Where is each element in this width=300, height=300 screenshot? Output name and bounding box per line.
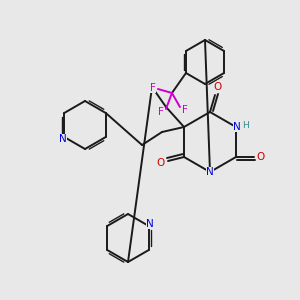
- Text: N: N: [146, 219, 154, 229]
- Text: F: F: [150, 83, 156, 93]
- Text: N: N: [233, 122, 241, 132]
- Text: O: O: [214, 82, 222, 92]
- Text: F: F: [182, 105, 188, 115]
- Text: H: H: [243, 122, 249, 130]
- Text: F: F: [158, 107, 164, 117]
- Text: O: O: [156, 158, 164, 168]
- Text: N: N: [206, 167, 214, 177]
- Text: N: N: [59, 134, 67, 144]
- Text: O: O: [257, 152, 265, 162]
